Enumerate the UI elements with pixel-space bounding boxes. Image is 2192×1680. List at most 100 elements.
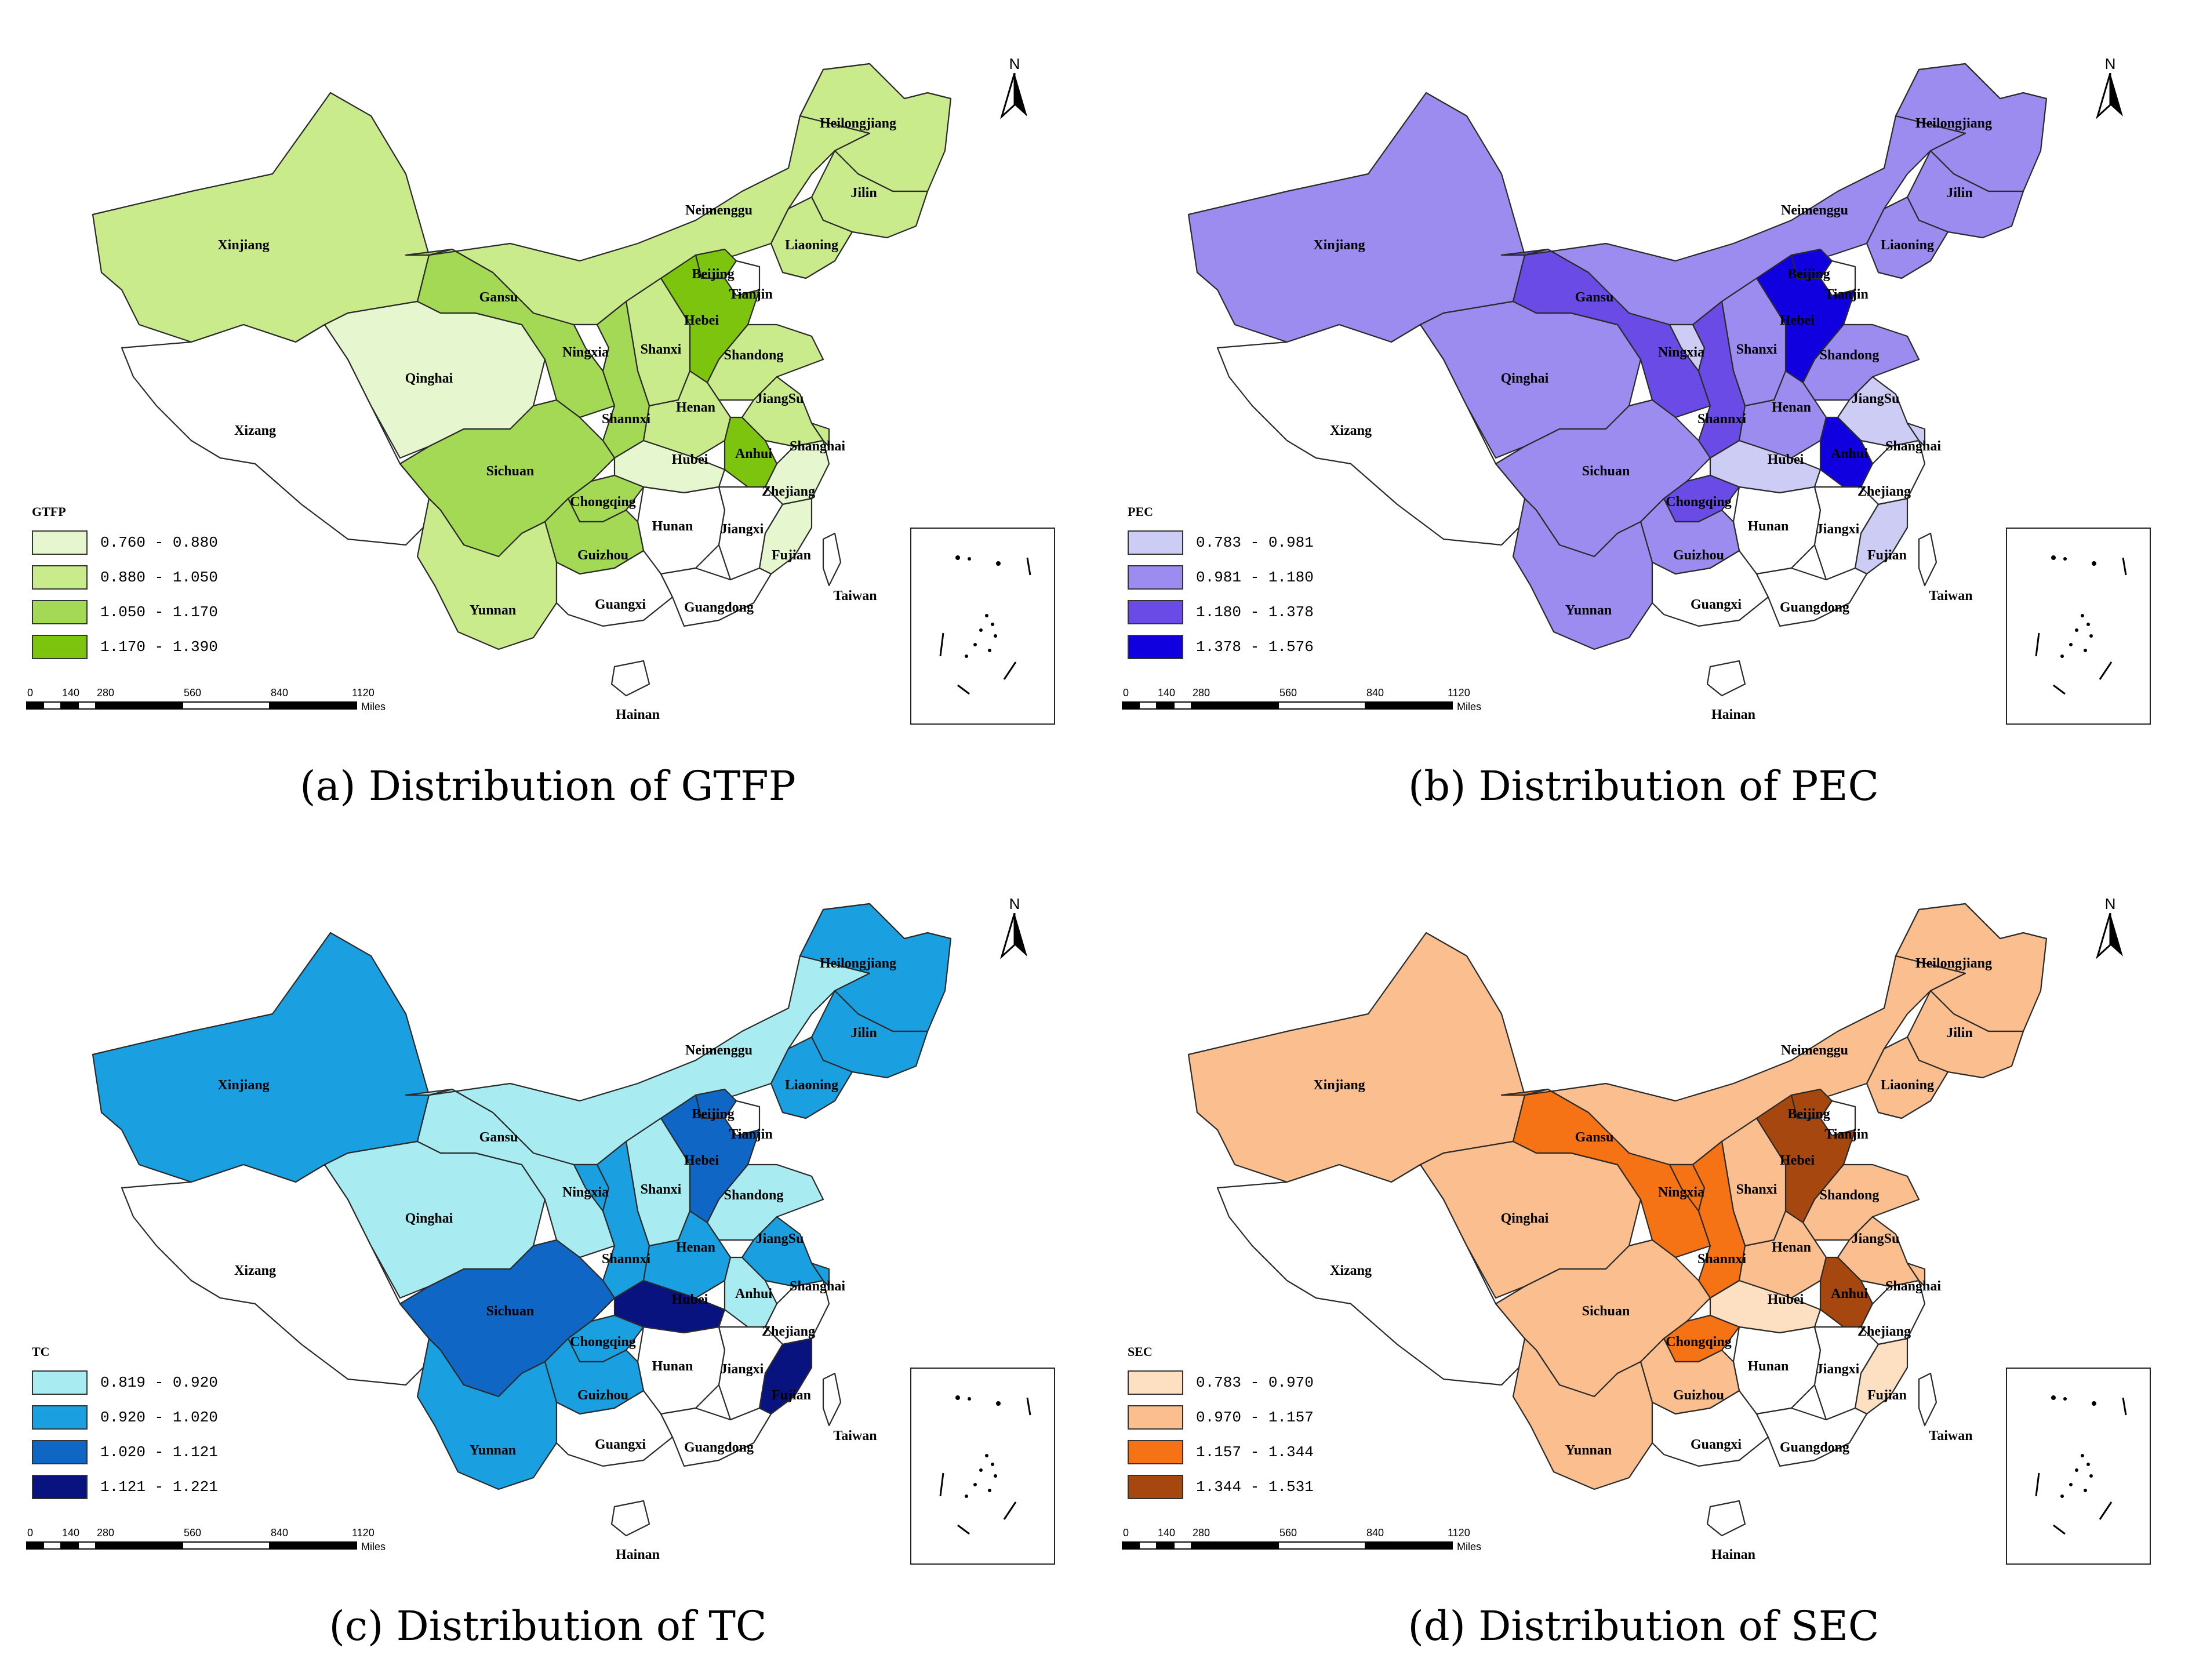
province-label-jiangsu: JiangSu bbox=[756, 1231, 804, 1246]
north-arrow-icon bbox=[2096, 912, 2123, 959]
province-label-fujian: Fujian bbox=[1867, 1388, 1907, 1403]
legend-range: 0.981 - 1.180 bbox=[1196, 569, 1314, 586]
province-label-yunnan: Yunnan bbox=[470, 603, 517, 618]
island-dots-icon bbox=[939, 555, 1031, 695]
scale-tick-label: 560 bbox=[1279, 687, 1297, 699]
province-label-xinjiang: Xinjiang bbox=[217, 238, 269, 253]
province-label-jiangxi: Jiangxi bbox=[721, 522, 764, 537]
province-label-chongqing: Chongqing bbox=[570, 1334, 635, 1350]
scale-bar: 0 140 280 560 840 1120 Miles bbox=[26, 1527, 432, 1559]
province-fujian bbox=[1854, 1337, 1909, 1415]
scale-tick-label: 1120 bbox=[1448, 687, 1470, 699]
legend-item: 0.880 - 1.050 bbox=[32, 560, 218, 595]
province-hainan bbox=[610, 660, 650, 697]
province-label-yunnan: Yunnan bbox=[1565, 1443, 1612, 1458]
north-arrow-icon bbox=[1000, 72, 1027, 119]
province-label-guangdong: Guangdong bbox=[684, 1440, 754, 1455]
province-label-zhejiang: Zhejiang bbox=[762, 1324, 815, 1339]
province-hainan bbox=[1706, 660, 1746, 697]
map-panel-c: Xinjiang Xizang Qinghai Gansu Neimenggu Heilo… bbox=[0, 840, 1096, 1680]
legend-swatch bbox=[32, 530, 88, 555]
legend-range: 0.880 - 1.050 bbox=[100, 569, 218, 586]
province-label-guizhou: Guizhou bbox=[1673, 1388, 1724, 1403]
panel-caption: (b) Distribution of PEC bbox=[1408, 762, 1880, 810]
legend-item: 1.121 - 1.221 bbox=[32, 1470, 218, 1504]
legend-item: 1.378 - 1.576 bbox=[1128, 630, 1314, 664]
province-label-guangdong: Guangdong bbox=[684, 600, 754, 615]
scale-tick-label: 140 bbox=[1158, 1527, 1175, 1539]
legend-range: 1.050 - 1.170 bbox=[100, 603, 218, 621]
south-china-sea-inset bbox=[910, 1368, 1055, 1565]
scale-bar-graphic: 0 140 280 560 840 1120 Miles bbox=[1121, 687, 1481, 712]
province-label-henan: Henan bbox=[676, 400, 715, 415]
north-arrow-icon bbox=[2096, 72, 2123, 119]
scale-tick-label: 840 bbox=[1366, 1527, 1384, 1539]
scale-tick-label: 840 bbox=[271, 1527, 288, 1539]
scale-tick-label: 560 bbox=[1279, 1527, 1297, 1539]
province-label-guizhou: Guizhou bbox=[577, 548, 628, 563]
province-label-ningxia: Ningxia bbox=[1658, 1185, 1704, 1200]
province-label-taiwan: Taiwan bbox=[1929, 588, 1972, 603]
province-label-xizang: Xizang bbox=[1330, 1263, 1372, 1278]
province-label-tianjin: Tianjin bbox=[729, 287, 773, 302]
legend-range: 1.378 - 1.576 bbox=[1196, 638, 1314, 656]
province-label-henan: Henan bbox=[1772, 1240, 1811, 1255]
province-label-xizang: Xizang bbox=[234, 423, 276, 438]
province-label-jiangsu: JiangSu bbox=[1852, 1231, 1900, 1246]
province-label-guangxi: Guangxi bbox=[1691, 1437, 1742, 1452]
province-label-guizhou: Guizhou bbox=[577, 1388, 628, 1403]
north-arrow: N bbox=[997, 55, 1032, 123]
scale-tick-label: 280 bbox=[1193, 1527, 1210, 1539]
scale-tick-label: 140 bbox=[62, 687, 79, 699]
province-xinjiang bbox=[1187, 92, 1526, 343]
province-label-anhui: Anhui bbox=[1831, 446, 1868, 461]
legend-item: 0.783 - 0.970 bbox=[1128, 1365, 1314, 1400]
province-label-heilongjiang: Heilongjiang bbox=[1915, 116, 1992, 131]
north-arrow: N bbox=[2093, 55, 2128, 123]
province-guangdong bbox=[1755, 1407, 1868, 1467]
province-label-xizang: Xizang bbox=[234, 1263, 276, 1278]
legend: GTFP 0.760 - 0.880 0.880 - 1.050 1.050 - 1.… bbox=[32, 504, 218, 664]
legend-range: 1.170 - 1.390 bbox=[100, 638, 218, 656]
scale-tick-label: 140 bbox=[1158, 687, 1175, 699]
legend: SEC 0.783 - 0.970 0.970 - 1.157 1.157 - 1.3… bbox=[1128, 1344, 1314, 1504]
province-xinjiang bbox=[92, 92, 430, 343]
province-label-hubei: Hubei bbox=[1768, 1292, 1804, 1307]
legend-item: 0.783 - 0.981 bbox=[1128, 525, 1314, 560]
province-label-gansu: Gansu bbox=[479, 1130, 518, 1145]
province-label-neimenggu: Neimenggu bbox=[1781, 203, 1848, 218]
legend-range: 0.783 - 0.981 bbox=[1196, 534, 1314, 551]
scale-unit-label: Miles bbox=[1457, 1541, 1481, 1552]
scale-tick-label: 840 bbox=[271, 687, 288, 699]
province-guangdong bbox=[660, 567, 772, 627]
legend-swatch bbox=[1128, 1370, 1183, 1395]
choropleth-map: Xinjiang Xizang Qinghai Gansu Neimenggu Heilo… bbox=[92, 903, 952, 1562]
province-label-anhui: Anhui bbox=[1831, 1286, 1868, 1301]
scale-tick-label: 280 bbox=[1193, 687, 1210, 699]
province-fujian bbox=[758, 497, 813, 575]
province-shanghai bbox=[810, 422, 830, 448]
province-label-hunan: Hunan bbox=[652, 1359, 693, 1374]
province-xinjiang bbox=[92, 932, 430, 1183]
province-label-liaoning: Liaoning bbox=[785, 1078, 838, 1093]
province-label-shanxi: Shanxi bbox=[1736, 1182, 1777, 1197]
province-label-hainan: Hainan bbox=[1711, 1547, 1755, 1562]
province-label-taiwan: Taiwan bbox=[1929, 1428, 1972, 1443]
map-panel-b: Xinjiang Xizang Qinghai Gansu Neimenggu Heilo… bbox=[1096, 0, 2191, 840]
scale-tick-label: 840 bbox=[1366, 687, 1384, 699]
legend-item: 1.344 - 1.531 bbox=[1128, 1470, 1314, 1504]
province-label-xinjiang: Xinjiang bbox=[217, 1078, 269, 1093]
province-label-hebei: Hebei bbox=[684, 1153, 719, 1168]
province-label-shandong: Shandong bbox=[724, 1188, 784, 1203]
province-label-guangxi: Guangxi bbox=[595, 597, 646, 612]
province-label-hunan: Hunan bbox=[1748, 1359, 1789, 1374]
province-shanghai bbox=[810, 1262, 830, 1288]
province-label-neimenggu: Neimenggu bbox=[1781, 1043, 1848, 1058]
province-label-fujian: Fujian bbox=[1867, 548, 1907, 563]
legend-range: 1.157 - 1.344 bbox=[1196, 1443, 1314, 1461]
province-label-shandong: Shandong bbox=[724, 348, 784, 363]
scale-tick-label: 0 bbox=[1123, 687, 1129, 699]
legend-range: 1.344 - 1.531 bbox=[1196, 1478, 1314, 1496]
legend-item: 0.819 - 0.920 bbox=[32, 1365, 218, 1400]
panel-caption: (d) Distribution of SEC bbox=[1408, 1602, 1880, 1650]
